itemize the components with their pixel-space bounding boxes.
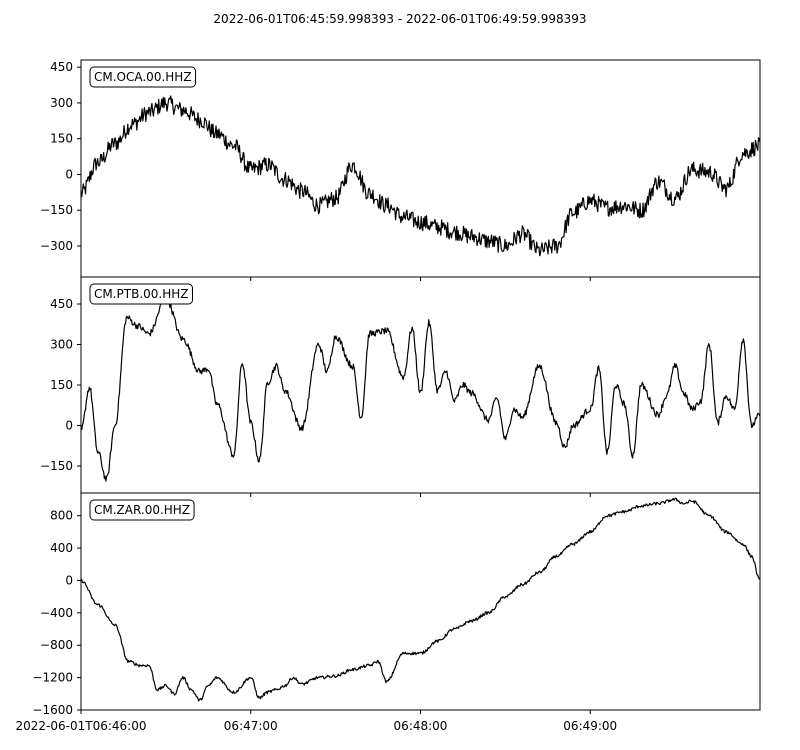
chart-title: 2022-06-01T06:45:59.998393 - 2022-06-01T… (213, 12, 587, 26)
y-tick-label: −1600 (32, 703, 73, 717)
y-tick-label: 300 (50, 338, 73, 352)
y-tick-label: 150 (50, 132, 73, 146)
channel-label: CM.ZAR.00.HHZ (94, 503, 190, 517)
y-tick-label: −300 (40, 239, 73, 253)
y-tick-label: 450 (50, 60, 73, 74)
y-tick-label: −150 (40, 203, 73, 217)
channel-label-box (89, 283, 194, 305)
trace-line (80, 296, 761, 482)
y-tick-label: 450 (50, 297, 73, 311)
panel-oca: −300 −150 0 150 300 450 CM.OCA.00.HHZ (40, 59, 761, 281)
x-tick-label: 2022-06-01T06:46:00 (16, 719, 147, 733)
panel-frame (80, 59, 761, 278)
y-tick-label: 0 (65, 167, 73, 181)
y-tick-label: −400 (40, 606, 73, 620)
y-tick-label: 800 (50, 509, 73, 523)
channel-label-box (89, 499, 195, 521)
trace-line (80, 95, 761, 257)
y-tick-label: 0 (65, 419, 73, 433)
x-tick-label: 06:48:00 (394, 719, 448, 733)
channel-label-box (89, 66, 197, 88)
panel-ptb: −150 0 150 300 450 CM.PTB.00.HHZ (40, 276, 761, 497)
channel-label: CM.OCA.00.HHZ (94, 70, 192, 84)
channel-label: CM.PTB.00.HHZ (94, 287, 189, 301)
trace-line (80, 497, 761, 702)
y-tick-label: −150 (40, 459, 73, 473)
y-tick-label: 150 (50, 378, 73, 392)
y-tick-label: 0 (65, 573, 73, 587)
y-tick-label: −1200 (32, 671, 73, 685)
y-tick-label: 400 (50, 541, 73, 555)
y-tick-label: 300 (50, 96, 73, 110)
x-tick-label: 06:47:00 (224, 719, 278, 733)
x-tick-label: 06:49:00 (563, 719, 617, 733)
panel-zar: −1600 −1200 −800 −400 0 400 800 2022-06-01T06:4… (16, 492, 761, 733)
panel-frame (80, 276, 761, 494)
y-tick-label: −800 (40, 638, 73, 652)
